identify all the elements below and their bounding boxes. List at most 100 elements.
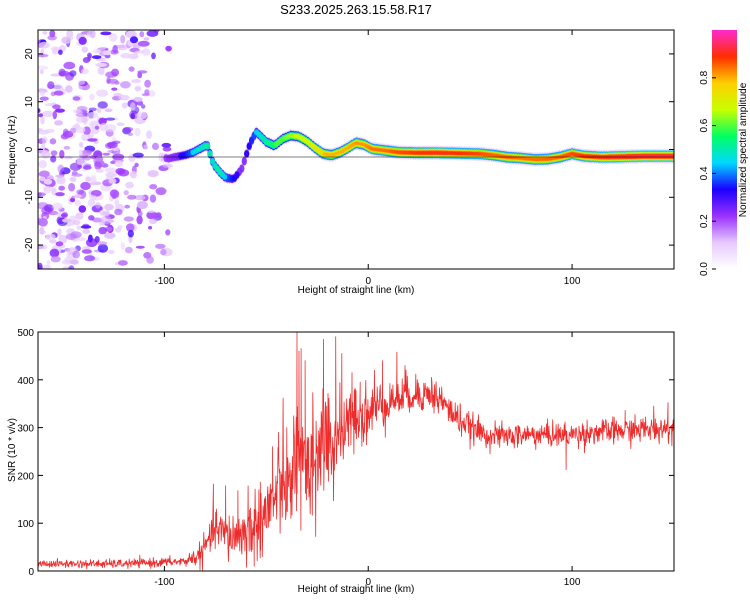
noise-blob [141, 93, 150, 97]
noise-blob [94, 236, 100, 243]
noise-blob [136, 215, 143, 225]
noise-blob [124, 246, 133, 254]
noise-blob [88, 215, 95, 221]
noise-blob [117, 225, 123, 230]
noise-blob [87, 54, 92, 61]
noise-blob [149, 218, 157, 225]
noise-blob [135, 245, 145, 249]
noise-blob [134, 50, 145, 54]
noise-blob [50, 155, 57, 163]
y-tick-label: 0 [28, 567, 34, 578]
noise-blob [94, 125, 100, 130]
noise-blob [55, 241, 64, 247]
noise-blob [78, 205, 87, 213]
noise-blob [75, 116, 87, 123]
noise-blob [57, 164, 65, 173]
ridge-cell [222, 174, 228, 180]
figure-title: S233.2025.263.15.58.R17 [280, 2, 432, 17]
noise-blob [39, 176, 46, 182]
noise-blob [54, 120, 63, 126]
noise-blob [134, 194, 146, 201]
noise-blob [43, 186, 51, 194]
noise-blob [43, 264, 51, 269]
noise-blob [57, 228, 62, 237]
x-tick-label: -100 [154, 276, 174, 287]
x-tick-label: 100 [564, 276, 581, 287]
noise-blob [86, 31, 96, 37]
noise-blob [91, 55, 102, 59]
y-tick-label: 10 [24, 96, 35, 108]
colorbar-tick-label: 0.4 [699, 166, 710, 180]
noise-blob [155, 243, 166, 249]
noise-blob [39, 226, 45, 235]
noise-blob [108, 178, 117, 184]
noise-blob [70, 259, 79, 265]
snr-x-label: Height of straight line (km) [298, 584, 415, 595]
noise-blob [155, 212, 162, 218]
noise-blob [50, 150, 58, 156]
noise-blob [49, 138, 57, 145]
noise-blob [68, 265, 75, 269]
noise-blob [74, 194, 82, 199]
noise-blob [146, 130, 153, 140]
ridge-cell [234, 171, 240, 179]
noise-blob [127, 194, 137, 200]
noise-blob [95, 168, 104, 173]
noise-blob [81, 46, 89, 53]
noise-blob [99, 215, 112, 225]
noise-blob [76, 225, 82, 230]
noise-blob [121, 102, 128, 109]
noise-blob [100, 31, 112, 36]
noise-blob [38, 160, 47, 169]
noise-blob [118, 94, 130, 101]
noise-blob [104, 167, 117, 173]
noise-blob [85, 176, 92, 183]
noise-blob [148, 226, 153, 230]
noise-blob [106, 76, 111, 84]
noise-blob [137, 201, 148, 209]
noise-blob [105, 172, 117, 178]
noise-blob [111, 87, 118, 91]
ridge-cell [205, 143, 211, 149]
noise-blob [123, 216, 134, 222]
noise-blob [38, 108, 41, 114]
noise-blob [87, 138, 98, 142]
noise-blob [78, 141, 84, 148]
ridge-cell [246, 143, 252, 150]
noise-blob [134, 85, 142, 92]
spectrogram-y-axis: -20 -10 0 10 20 [24, 48, 674, 252]
noise-blob [127, 229, 134, 238]
noise-blob [125, 181, 134, 189]
noise-blob [61, 212, 68, 219]
noise-blob [146, 30, 159, 37]
noise-blob [107, 141, 118, 149]
noise-blob [39, 90, 45, 97]
colorbar-tick-label: 0.6 [699, 118, 710, 132]
noise-blob [82, 229, 90, 234]
spectrogram-y-label: Frequency (Hz) [7, 116, 18, 185]
noise-blob [105, 71, 118, 78]
noise-blob [130, 112, 136, 120]
noise-blob [126, 223, 135, 232]
noise-blob [91, 217, 103, 223]
y-tick-label: -10 [24, 190, 35, 205]
noise-blob [116, 122, 125, 126]
noise-blob [42, 136, 48, 144]
colorbar-ramp [712, 30, 737, 269]
snr-series-line [38, 332, 674, 571]
noise-blob [139, 31, 145, 38]
y-tick-label: 0 [24, 146, 35, 152]
x-tick-label: 0 [365, 577, 371, 588]
noise-blob [78, 36, 87, 45]
noise-blob [38, 53, 49, 58]
colorbar-tick-label: 0.2 [699, 214, 710, 228]
noise-blob [162, 163, 174, 168]
colorbar-tick-label: 0.8 [699, 70, 710, 84]
noise-blob [96, 107, 102, 114]
noise-blob [146, 256, 154, 264]
noise-blob [97, 244, 109, 253]
noise-blob [90, 175, 97, 184]
noise-blob [120, 242, 126, 250]
noise-blob [75, 212, 84, 220]
